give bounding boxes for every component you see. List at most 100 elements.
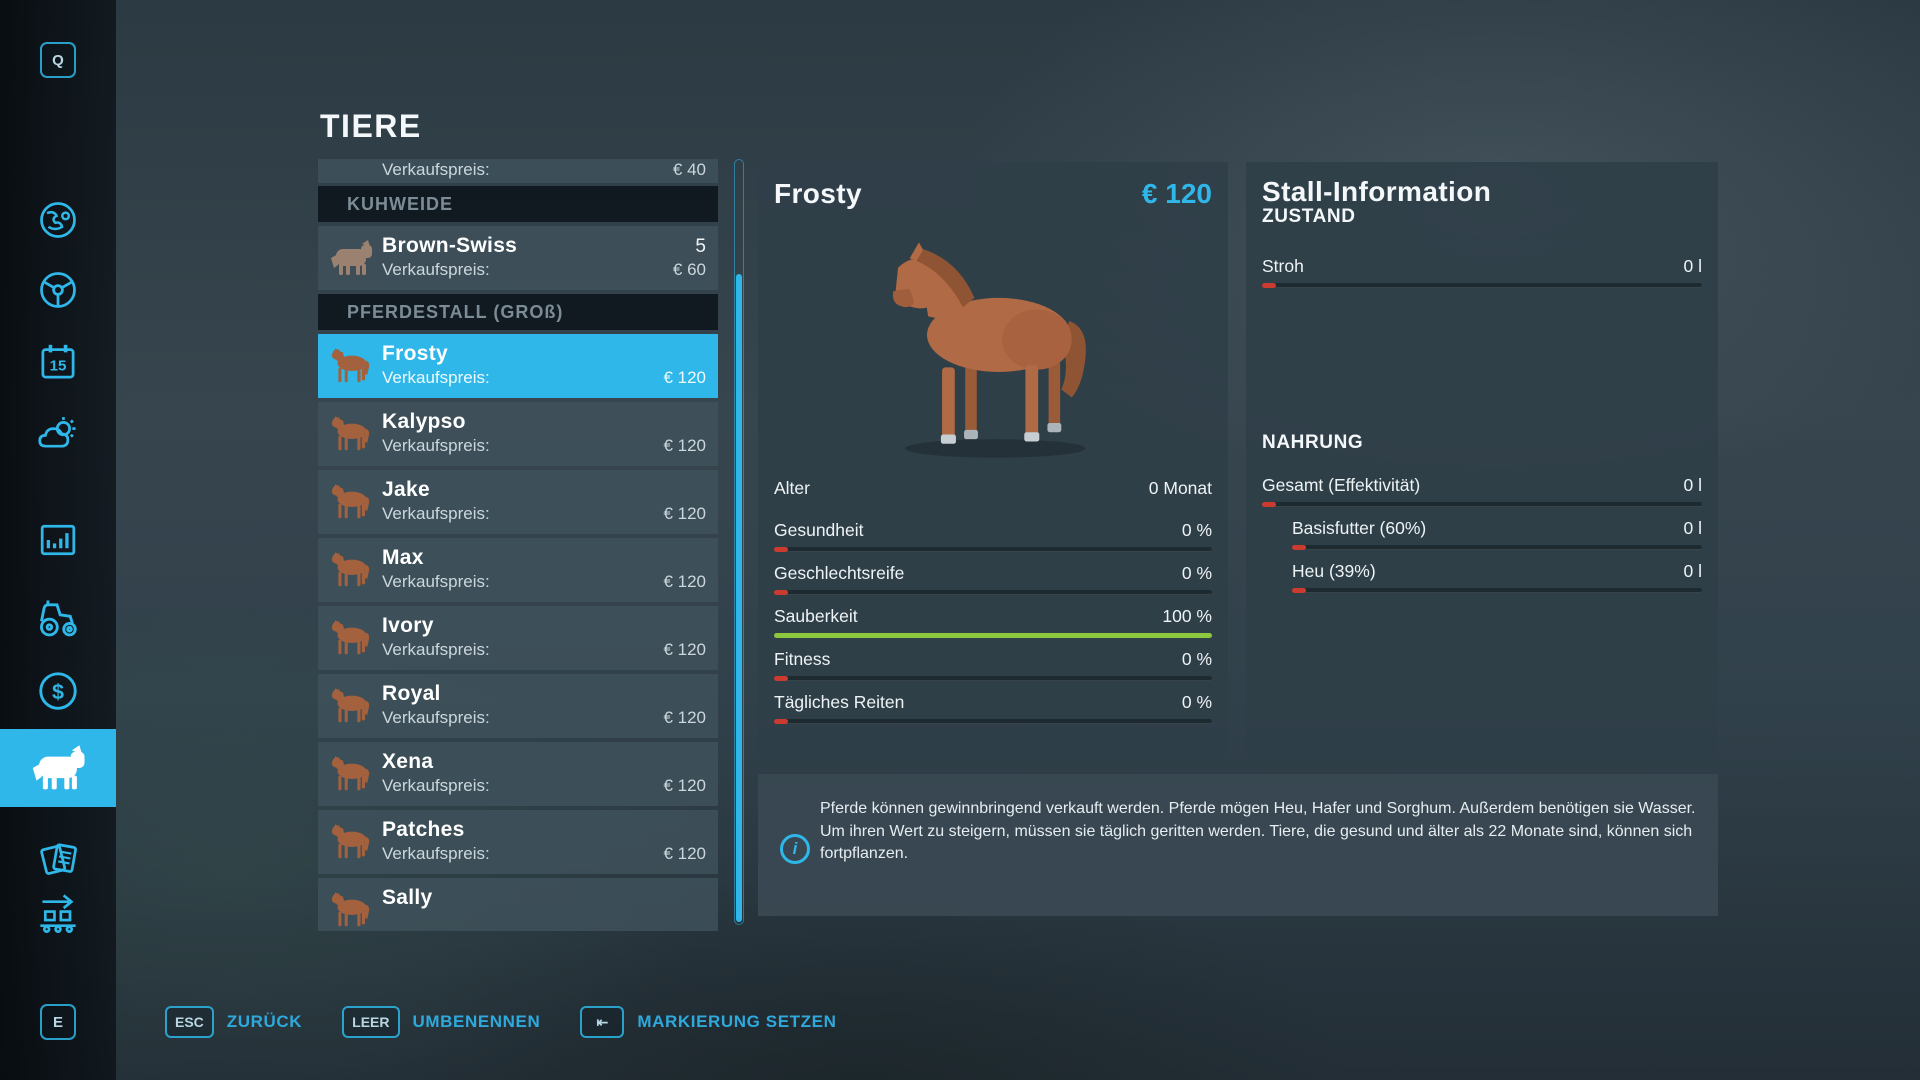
- stat-label: Gesundheit: [774, 520, 864, 540]
- stat-label: Sauberkeit: [774, 606, 858, 626]
- keybind-set-marker[interactable]: ⇤ MARKIERUNG SETZEN: [580, 1006, 836, 1038]
- stat-label: Alter: [774, 478, 810, 498]
- svg-text:$: $: [52, 679, 64, 704]
- keybind-rename-label: UMBENENNEN: [412, 1012, 541, 1031]
- list-item-jake[interactable]: Jake Verkaufspreis: € 120: [318, 470, 718, 534]
- price-value: € 120: [663, 640, 706, 659]
- price-label: Verkaufspreis:: [382, 436, 490, 455]
- animal-detail-name: Frosty: [774, 178, 862, 209]
- animal-name: Xena: [382, 750, 434, 773]
- stall-bar: [1292, 588, 1702, 593]
- animal-name: Sally: [382, 886, 433, 909]
- horse-thumbnail-icon: [331, 756, 370, 791]
- price-label: Verkaufspreis:: [382, 844, 490, 863]
- price-value: € 120: [663, 368, 706, 387]
- stat-label: Geschlechtsreife: [774, 563, 905, 583]
- price-label: Verkaufspreis:: [382, 708, 490, 727]
- stat-label: Fitness: [774, 649, 831, 669]
- stat-row-alter: Alter 0 Monat: [774, 478, 1212, 498]
- nahrung-header: NAHRUNG: [1262, 432, 1364, 453]
- weather-icon: [38, 417, 76, 448]
- production-chain-icon: [40, 894, 76, 933]
- list-item-frosty-selected[interactable]: Frosty Verkaufspreis: € 120: [318, 334, 718, 398]
- stall-row-value: 0 l: [1683, 518, 1702, 538]
- hotkey-q-badge: Q: [0, 42, 116, 78]
- sidebar-item-vehicles[interactable]: [0, 592, 116, 642]
- horse-thumbnail-icon: [331, 416, 370, 451]
- sidebar-item-weather[interactable]: [0, 412, 116, 456]
- stat-value: 0 %: [1181, 649, 1212, 669]
- bar-chart-icon: [40, 524, 76, 556]
- stall-bar: [1262, 502, 1702, 507]
- stat-row-taegliches-reiten: Tägliches Reiten 0 %: [774, 692, 1212, 724]
- sidebar-item-production[interactable]: [0, 888, 116, 938]
- animal-name: Max: [382, 546, 424, 569]
- list-item-partial[interactable]: Verkaufspreis: € 40: [318, 159, 718, 183]
- animal-list: Verkaufspreis: € 40 KUHWEIDE Brown-Swiss…: [318, 159, 718, 931]
- list-item-royal[interactable]: Royal Verkaufspreis: € 120: [318, 674, 718, 738]
- list-item-sally[interactable]: Sally: [318, 878, 718, 931]
- list-item-ivory[interactable]: Ivory Verkaufspreis: € 120: [318, 606, 718, 670]
- section-header-kuhweide: KUHWEIDE: [318, 186, 718, 222]
- animal-count: 5: [695, 236, 706, 257]
- sidebar-item-map[interactable]: [0, 198, 116, 242]
- stat-value: 0 %: [1181, 520, 1212, 540]
- price-value: € 120: [663, 776, 706, 795]
- sidebar-item-finances[interactable]: $: [0, 668, 116, 714]
- stall-row-value: 0 l: [1683, 256, 1702, 276]
- svg-text:15: 15: [50, 357, 67, 374]
- horse-thumbnail-icon: [331, 892, 370, 927]
- animal-name: Kalypso: [382, 410, 466, 433]
- sidebar-item-contracts[interactable]: [0, 836, 116, 882]
- stat-row-fitness: Fitness 0 %: [774, 649, 1212, 681]
- stall-row-label: Stroh: [1262, 256, 1304, 276]
- sidebar-item-animals-active[interactable]: [0, 729, 116, 807]
- list-item-patches[interactable]: Patches Verkaufspreis: € 120: [318, 810, 718, 874]
- q-key-label: Q: [40, 42, 76, 78]
- calendar-icon: 15: [41, 344, 75, 379]
- animal-name: Brown-Swiss: [382, 234, 518, 257]
- horse-thumbnail-icon: [331, 552, 370, 587]
- price-value: € 120: [663, 572, 706, 591]
- stat-value: 100 %: [1162, 606, 1212, 626]
- list-item-xena[interactable]: Xena Verkaufspreis: € 120: [318, 742, 718, 806]
- sidebar-item-garage[interactable]: [0, 268, 116, 312]
- list-item-kalypso[interactable]: Kalypso Verkaufspreis: € 120: [318, 402, 718, 466]
- horse-thumbnail-icon: [331, 348, 370, 383]
- price-label: Verkaufspreis:: [382, 368, 490, 387]
- stat-value: 0 %: [1181, 563, 1212, 583]
- scrollbar-thumb[interactable]: [736, 274, 742, 922]
- keybind-rename[interactable]: LEER UMBENENNEN: [342, 1006, 540, 1038]
- stall-info-title: Stall-Information: [1262, 176, 1492, 207]
- cow-icon: [32, 745, 85, 790]
- stat-row-sauberkeit: Sauberkeit 100 %: [774, 606, 1212, 638]
- cow-thumbnail-icon: [331, 240, 372, 275]
- list-scrollbar: [734, 159, 744, 925]
- stall-info-panel: Stall-Information ZUSTAND Stroh 0 l NAHR…: [1246, 162, 1718, 755]
- stall-row-label: Heu (39%): [1292, 561, 1376, 581]
- keybind-bar: ESC ZURÜCK LEER UMBENENNEN ⇤ MARKIERUNG …: [165, 1006, 836, 1038]
- sidebar: Q 15: [0, 0, 116, 1080]
- animal-name: Jake: [382, 478, 430, 501]
- price-label: Verkaufspreis:: [382, 640, 490, 659]
- keybind-back[interactable]: ESC ZURÜCK: [165, 1006, 302, 1038]
- info-icon: i: [780, 834, 810, 864]
- keybind-back-label: ZURÜCK: [226, 1012, 303, 1031]
- horse-thumbnail-icon: [331, 824, 370, 859]
- price-label: Verkaufspreis:: [382, 160, 490, 179]
- dollar-coin-icon: $: [39, 672, 77, 710]
- sidebar-item-calendar[interactable]: 15: [0, 340, 116, 384]
- list-item-brown-swiss[interactable]: Brown-Swiss 5 Verkaufspreis: € 60: [318, 226, 718, 290]
- esc-key-badge: ESC: [165, 1006, 214, 1038]
- globe-icon: [40, 202, 76, 238]
- stat-bar: [774, 676, 1212, 681]
- animal-name: Ivory: [382, 614, 434, 637]
- horse-thumbnail-icon: [331, 620, 370, 655]
- price-label: Verkaufspreis:: [382, 504, 490, 523]
- zustand-header: ZUSTAND: [1262, 206, 1356, 227]
- tab-key-badge: ⇤: [580, 1006, 625, 1038]
- sidebar-item-statistics[interactable]: [0, 518, 116, 562]
- list-item-max[interactable]: Max Verkaufspreis: € 120: [318, 538, 718, 602]
- price-value: € 120: [663, 504, 706, 523]
